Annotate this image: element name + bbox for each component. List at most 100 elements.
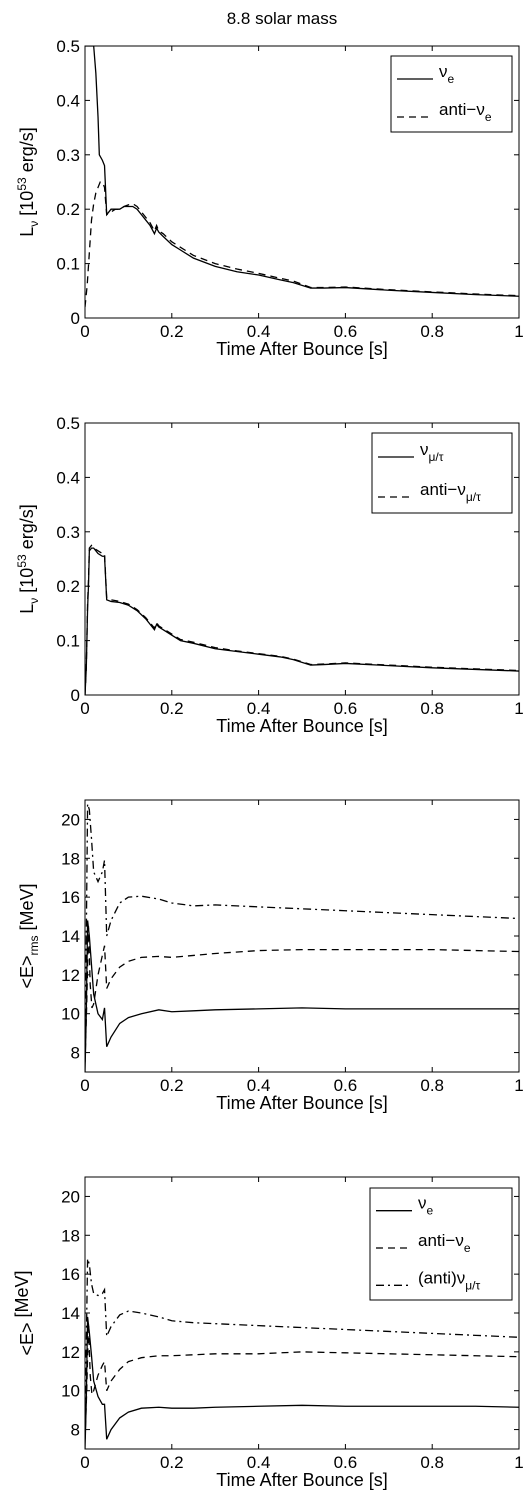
legend-label-main: anti−ν <box>418 1231 464 1250</box>
y-tick-label: 10 <box>61 1005 80 1024</box>
x-tick-label: 0.8 <box>420 1453 444 1472</box>
legend-label-sub: μ/τ <box>466 490 481 504</box>
y-tick-label: 14 <box>61 927 80 946</box>
legend-box <box>390 55 513 133</box>
x-tick-label: 0.6 <box>334 322 358 341</box>
y-axis-label: <E>rms [MeV] <box>17 883 41 988</box>
x-tick-label: 0.4 <box>247 1076 271 1095</box>
plot-frame <box>84 422 520 696</box>
y-tick-label: 12 <box>61 966 80 985</box>
plot-frame <box>84 799 520 1073</box>
y-axis-label-sup: 53 <box>15 554 29 568</box>
x-tick-label: 0 <box>80 1453 89 1472</box>
y-axis-label-tail: [MeV] <box>17 883 37 935</box>
y-axis-label: Lν [1053 erg/s] <box>15 127 41 236</box>
legend-label: anti−νe <box>418 1231 471 1255</box>
legend-label-sub: e <box>464 1241 471 1255</box>
y-tick-label: 0.3 <box>56 146 80 165</box>
series-line-1 <box>85 1322 519 1440</box>
series-line-0 <box>85 920 519 1072</box>
series-line-1 <box>85 926 519 1063</box>
series-line-0 <box>85 547 519 695</box>
legend-label-sub: e <box>448 72 455 86</box>
y-tick-label: 0.3 <box>56 523 80 542</box>
x-tick-label: 0.6 <box>334 1453 358 1472</box>
legend-box <box>371 432 513 514</box>
x-tick-label: 1 <box>514 322 523 341</box>
y-tick-label: 0.5 <box>56 414 80 433</box>
x-axis-label: Time After Bounce [s] <box>216 1093 387 1113</box>
y-tick-label: 18 <box>61 849 80 868</box>
legend-label-sub: e <box>427 1204 434 1218</box>
y-axis-label-end: erg/s] <box>17 127 37 177</box>
x-tick-label: 0.2 <box>160 699 184 718</box>
y-tick-label: 0 <box>71 309 80 328</box>
y-tick-label: 0.5 <box>56 37 80 56</box>
legend-label: (anti)νμ/τ <box>418 1268 480 1292</box>
y-axis-label-tail: [10 <box>17 568 37 598</box>
y-tick-label: 8 <box>71 1044 80 1063</box>
x-tick-label: 1 <box>514 1076 523 1095</box>
y-axis-label: <E> [MeV] <box>12 1270 37 1355</box>
y-tick-label: 14 <box>61 1304 80 1323</box>
y-axis-label-tail: [MeV] <box>12 1270 32 1322</box>
legend-label-main: ν <box>439 62 448 81</box>
legend-label-sub: e <box>485 110 492 124</box>
legend-label-main: anti−ν <box>439 100 485 119</box>
plot-frame <box>84 45 520 319</box>
x-tick-label: 0.6 <box>334 699 358 718</box>
series-line-2 <box>85 803 519 1053</box>
legend-box <box>369 1187 513 1301</box>
y-tick-label: 0.1 <box>56 255 80 274</box>
x-tick-label: 1 <box>514 1453 523 1472</box>
legend-label-main: ν <box>418 1194 427 1213</box>
y-tick-label: 0 <box>71 686 80 705</box>
y-axis-label-sub: ν <box>27 221 41 227</box>
y-tick-label: 16 <box>61 888 80 907</box>
x-tick-label: 0.8 <box>420 1076 444 1095</box>
y-tick-label: 16 <box>61 1265 80 1284</box>
y-axis-label-main: <E> <box>17 1322 37 1355</box>
x-tick-label: 0 <box>80 322 89 341</box>
y-tick-label: 10 <box>61 1382 80 1401</box>
panel-2-numutau-luminosity: 0 0.2 0.4 0.6 0.8 1 0 0.1 0.2 0.3 0.4 0.5 Time After… <box>15 414 524 736</box>
x-tick-label: 0.2 <box>160 322 184 341</box>
x-tick-label: 0 <box>80 1076 89 1095</box>
y-axis-label-end: erg/s] <box>17 504 37 554</box>
x-tick-label: 0.4 <box>247 1453 271 1472</box>
y-axis-label-main: <E> <box>17 955 37 988</box>
legend-label: anti−νμ/τ <box>420 480 481 504</box>
x-tick-label: 0.4 <box>247 322 271 341</box>
y-axis-label-main: L <box>17 227 37 237</box>
legend-label: νe <box>439 62 455 86</box>
legend-label-sub: μ/τ <box>429 450 444 464</box>
y-tick-label: 8 <box>71 1421 80 1440</box>
legend-label-main: (anti)ν <box>418 1268 465 1287</box>
y-axis-label-main: L <box>17 604 37 614</box>
legend-label-sub: μ/τ <box>465 1278 480 1292</box>
legend-label-main: ν <box>420 440 429 459</box>
x-tick-label: 0.2 <box>160 1076 184 1095</box>
x-tick-label: 0.6 <box>334 1076 358 1095</box>
y-tick-label: 0.4 <box>56 91 80 110</box>
x-axis-label: Time After Bounce [s] <box>216 716 387 736</box>
legend-label: νe <box>418 1194 434 1218</box>
series-line-0 <box>85 1316 519 1449</box>
y-tick-label: 0.2 <box>56 200 80 219</box>
x-tick-label: 0.8 <box>420 699 444 718</box>
legend-label-main: anti−ν <box>420 480 466 499</box>
y-tick-label: 12 <box>61 1343 80 1362</box>
y-axis-label-sub: ν <box>27 598 41 604</box>
legend-label: νμ/τ <box>420 440 444 464</box>
x-tick-label: 1 <box>514 699 523 718</box>
y-axis-label: Lν [1053 erg/s] <box>15 504 41 613</box>
x-axis-label: Time After Bounce [s] <box>216 1470 387 1490</box>
y-axis-label-tail: [10 <box>17 191 37 221</box>
y-tick-label: 0.2 <box>56 577 80 596</box>
